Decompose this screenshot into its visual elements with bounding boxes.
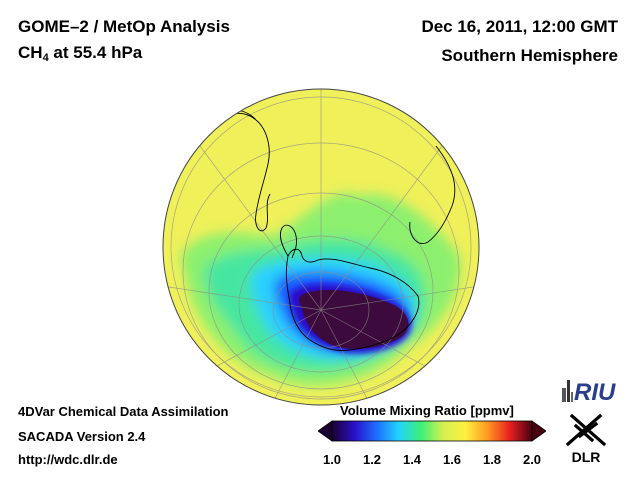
colorbar-title: Volume Mixing Ratio [ppmv]	[340, 403, 514, 418]
colorbar-tick-label: 1.8	[482, 452, 502, 467]
footer-url[interactable]: http://wdc.dlr.de	[18, 452, 118, 467]
pressure-level: at 55.4 hPa	[53, 43, 143, 62]
riu-logo-text: RIU	[574, 379, 616, 404]
riu-logo: RIU	[562, 379, 616, 404]
colorbar-tick-label: 1.4	[402, 452, 422, 467]
coastline-antarctic-peninsula	[279, 224, 297, 259]
map-title: GOME–2 / MetOp Analysis	[18, 17, 230, 36]
colorbar-gradient	[331, 420, 533, 442]
graticule	[163, 89, 479, 405]
colorbar-tick-label: 2.0	[522, 452, 542, 467]
colorbar-tick-label: 1.2	[362, 452, 382, 467]
species-formula: CH	[18, 43, 43, 62]
dlr-logo: DLR	[565, 413, 607, 465]
colorbar-over-arrow	[531, 420, 546, 442]
colorbar-tick-label: 1.0	[322, 452, 342, 467]
hemisphere-label: Southern Hemisphere	[441, 46, 618, 65]
globe-map	[162, 88, 480, 406]
coastline-africa	[409, 145, 456, 244]
dlr-logo-text: DLR	[572, 449, 601, 465]
colorbar-under-arrow	[318, 420, 333, 442]
species-subscript: 4	[42, 52, 49, 64]
colorbar	[318, 420, 546, 442]
coastline-antarctica	[285, 248, 420, 351]
colorbar-tick-label: 1.6	[442, 452, 462, 467]
species-label: CH4 at 55.4 hPa	[18, 43, 142, 64]
footer-version: SACADA Version 2.4	[18, 429, 146, 444]
datetime-label: Dec 16, 2011, 12:00 GMT	[421, 17, 618, 36]
footer-assimilation: 4DVar Chemical Data Assimilation	[18, 404, 229, 419]
vortex-core	[299, 289, 409, 349]
